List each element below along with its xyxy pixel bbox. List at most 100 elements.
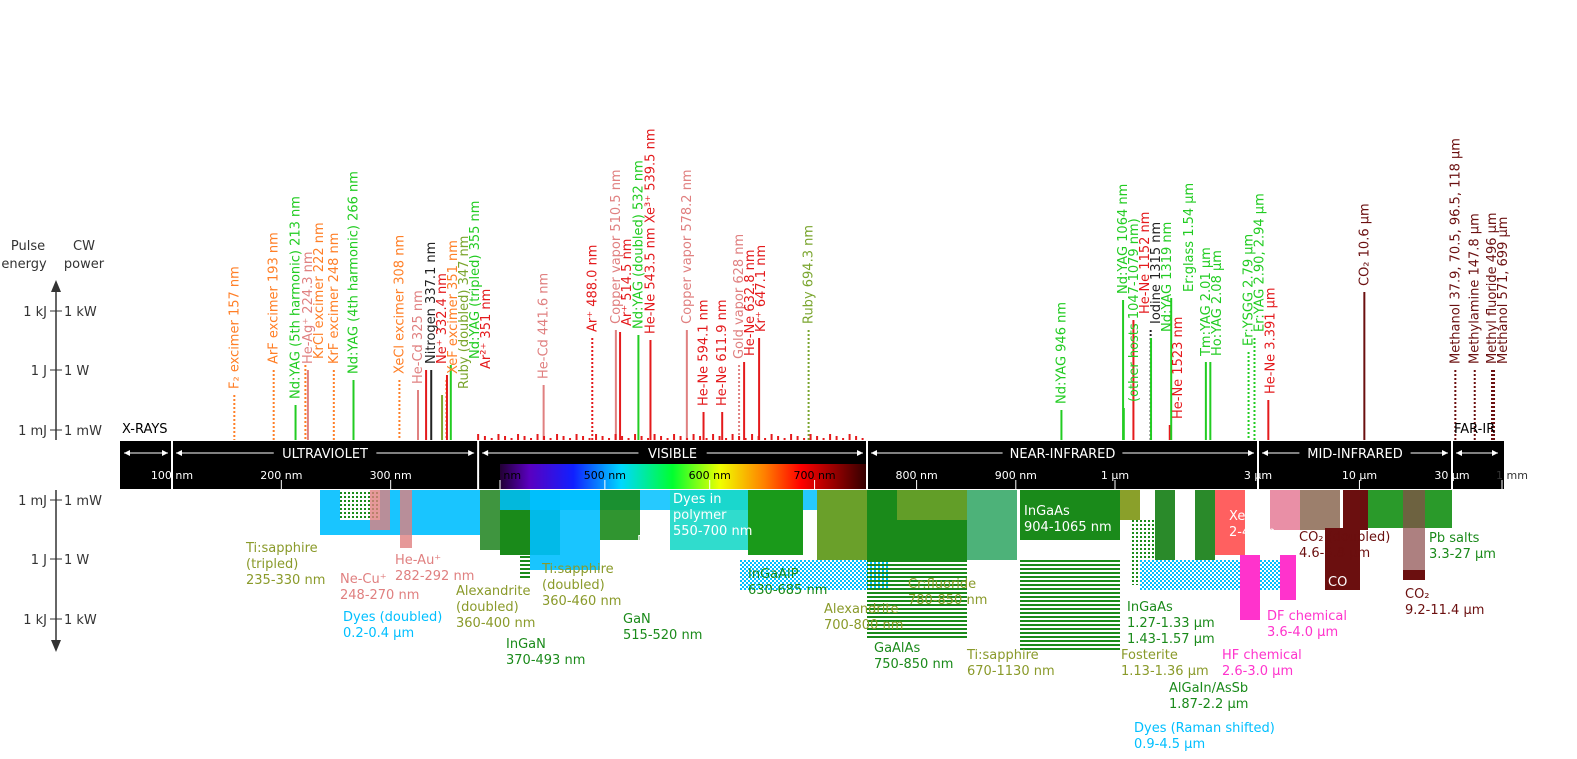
range-label: InGaAlP <box>748 567 799 582</box>
arrow-right-icon <box>162 450 168 456</box>
range-label: Fosterite <box>1121 648 1178 663</box>
ne-cu-block <box>370 490 390 530</box>
wavelength-tick-label: 1 mm <box>1496 469 1528 482</box>
range-label: 2.6-3.0 µm <box>1222 664 1293 679</box>
emission-line-label: ArF excimer 193 nm <box>267 232 282 364</box>
range-label: CO₂ <box>1405 587 1430 602</box>
xe-he-block <box>1215 490 1245 555</box>
band-label-visible: VISIBLE <box>648 447 697 462</box>
range-label: 0.2-0.4 µm <box>343 626 414 641</box>
emission-line-label: Ruby (doubled) 347 nm <box>457 236 472 389</box>
emission-line-label: (other hosts 1047-1079 nm) <box>1127 218 1142 402</box>
df-chemical-block <box>1280 555 1296 600</box>
emission-line-label: He-Ne 594.1 nm <box>697 299 712 406</box>
axis-header-power: power <box>64 257 105 272</box>
emission-line-label: Ar²⁺ 351 nm <box>479 289 494 369</box>
range-label: 630-685 nm <box>748 583 827 598</box>
emission-line-label: Nd:YAG (tripled) 355 nm <box>468 201 483 359</box>
ingan-stripes <box>520 550 530 580</box>
emission-line-label: Ne⁺ 332.4 nm <box>435 273 450 364</box>
axis-cw-label: 1 mW <box>64 494 102 509</box>
emission-line-label: Nitrogen 337.1 nm <box>424 242 439 364</box>
emission-line-label: Ar⁺ 488.0 nm <box>585 245 600 332</box>
emission-line-label: Tm:YAG 2.01 µm <box>1199 247 1214 357</box>
range-label: Dyes in <box>673 492 721 507</box>
pink-block <box>1270 490 1300 530</box>
range-label: Dyes (Raman shifted) <box>1134 721 1275 736</box>
emission-line-label: Nd:YAG (5th harmonic) 213 nm <box>289 196 304 399</box>
tunable-range-labels: Ti:sapphire(tripled)235-330 nm Ne-Cu⁺248-… <box>245 492 1496 752</box>
range-label: InGaAs <box>1127 600 1173 615</box>
emission-line-label: He-Ne 632.8 nm <box>743 249 758 356</box>
wavelength-tick-label: 10 µm <box>1342 469 1377 482</box>
algainassb-block <box>1195 490 1215 570</box>
wavelength-tick-label: 800 nm <box>896 469 938 482</box>
arrow-left-icon <box>871 450 877 456</box>
emission-line-label: Nd:YAG 1064 nm <box>1116 184 1131 294</box>
range-label: InGaN <box>506 637 546 652</box>
range-label: (doubled) <box>542 578 605 593</box>
range-label: 1.87-2.2 µm <box>1169 697 1248 712</box>
wavelength-tick-label: 700 nm <box>793 469 835 482</box>
emission-line-label: Kr⁺ 647.1 nm <box>754 245 769 332</box>
emission-line-label: He-Ne 1523 nm <box>1171 317 1186 419</box>
axis-pulse-label: 1 mJ <box>18 424 47 439</box>
range-label: 750-850 nm <box>874 657 953 672</box>
emission-line-label: He-Ne 1152 nm <box>1138 212 1153 314</box>
wavelength-tick-label: 100 nm <box>151 469 193 482</box>
dyes-dotted-block <box>740 560 890 590</box>
range-label: 1.27-1.33 µm <box>1127 616 1215 631</box>
range-label: 2-4 µm <box>1229 525 1275 540</box>
dyes-polymer-block <box>670 490 750 550</box>
range-label: GaAlAs <box>874 641 920 656</box>
emission-line-label: Nd:YAG 1319 nm <box>1160 222 1175 332</box>
axis-header-pulse: Pulse <box>11 239 45 254</box>
band-label-near-infrared: NEAR-INFRARED <box>1010 447 1116 462</box>
range-label: Pb salts <box>1429 531 1480 546</box>
arrow-left-icon <box>1456 450 1462 456</box>
tunable-range-blocks <box>320 490 1452 650</box>
range-label: 4.6-5.8 µm <box>1299 546 1370 561</box>
band-label-ultraviolet: ULTRAVIOLET <box>282 447 368 462</box>
arrow-left-icon <box>482 450 489 456</box>
emission-line-label: Nd:YAG 946 nm <box>1054 302 1069 404</box>
emission-line-bars <box>233 292 1496 440</box>
wavelength-tick-label: 30 µm <box>1434 469 1469 482</box>
emission-line-label: Nd:YAG (4th harmonic) 266 nm <box>346 171 361 374</box>
range-label: Ti:sapphire <box>541 562 614 577</box>
range-label: 235-330 nm <box>246 573 325 588</box>
range-label: 3.3-27 µm <box>1429 547 1496 562</box>
power-axes: Pulse energy CW power 1 kJ 1 kW 1 J 1 W 1 mJ 1 mW… <box>1 239 105 652</box>
emission-line-label: Ar⁺ 514.5 nm <box>620 239 635 326</box>
axis-header-cw: CW <box>73 239 95 254</box>
emission-line-label: Er:YAG 2.90, 2.94 µm <box>1253 193 1268 332</box>
ti-sapphire-block <box>967 490 1017 560</box>
range-label: AlGaIn/AsSb <box>1169 681 1248 696</box>
range-label: Dyes <box>637 534 670 549</box>
range-label: 0.38-1.0 µm <box>637 550 716 565</box>
arrow-right-icon <box>1492 450 1498 456</box>
range-label: 360-460 nm <box>542 594 621 609</box>
wavelength-tick-label: 900 nm <box>995 469 1037 482</box>
range-label: Alexandrite <box>824 602 898 617</box>
wavelength-tick-label: 300 nm <box>370 469 412 482</box>
range-label: 248-270 nm <box>340 588 419 603</box>
arrow-left-icon <box>124 450 130 456</box>
emission-line-label: XeF excimer 351 nm <box>446 240 461 374</box>
range-label: 904-1065 nm <box>1024 520 1112 535</box>
emission-line-label: He-Ne 611.9 nm <box>715 299 730 406</box>
range-label: 1.43-1.57 µm <box>1127 632 1215 647</box>
range-label: HF chemical <box>1222 648 1302 663</box>
band-label-x-rays: X-RAYS <box>122 422 168 437</box>
range-label: Ti:sapphire <box>245 541 318 556</box>
axis-pulse-label: 1 mJ <box>18 494 47 509</box>
range-label: Dyes (doubled) <box>343 610 442 625</box>
range-label: (tripled) <box>246 557 298 572</box>
co2-doubled-block <box>1343 490 1368 530</box>
emission-line-label: Ruby 694.3 nm <box>802 225 817 324</box>
wavelength-tick-label: 1 µm <box>1101 469 1129 482</box>
range-label: Alexandrite <box>456 584 530 599</box>
emission-line-label: Er:YSGG 2.79 µm <box>1242 234 1257 346</box>
axis-pulse-label: 1 kJ <box>23 613 47 628</box>
